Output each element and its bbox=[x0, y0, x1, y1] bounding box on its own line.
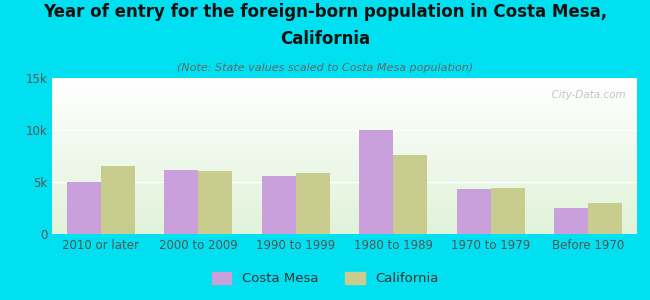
Text: City-Data.com: City-Data.com bbox=[545, 91, 625, 100]
Legend: Costa Mesa, California: Costa Mesa, California bbox=[206, 266, 444, 290]
Bar bbox=[457, 189, 491, 234]
Bar bbox=[164, 169, 198, 234]
Bar bbox=[588, 203, 623, 234]
Bar bbox=[296, 172, 330, 234]
Text: California: California bbox=[280, 30, 370, 48]
Bar bbox=[261, 176, 296, 234]
Bar bbox=[359, 130, 393, 234]
Bar bbox=[554, 208, 588, 234]
Bar bbox=[198, 171, 233, 234]
Bar bbox=[393, 155, 428, 234]
Bar bbox=[491, 188, 525, 234]
Text: Year of entry for the foreign-born population in Costa Mesa,: Year of entry for the foreign-born popul… bbox=[43, 3, 607, 21]
Bar bbox=[66, 182, 101, 234]
Bar bbox=[101, 167, 135, 234]
Text: (Note: State values scaled to Costa Mesa population): (Note: State values scaled to Costa Mesa… bbox=[177, 63, 473, 73]
